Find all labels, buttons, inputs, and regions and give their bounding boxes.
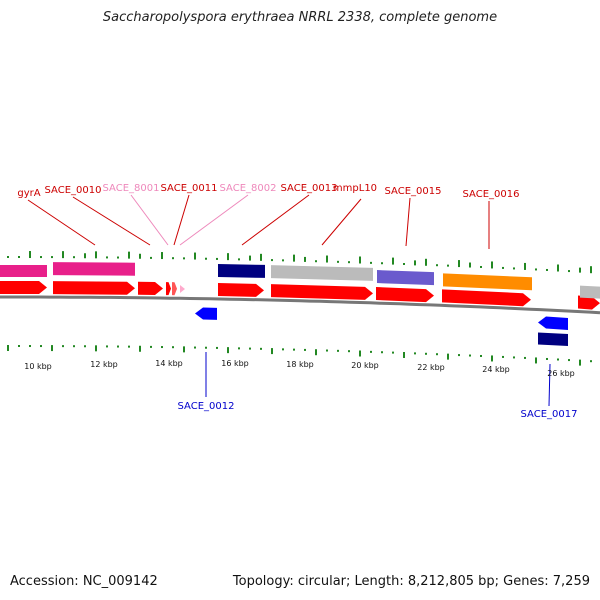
features [0,262,600,347]
gene-label: SACE_0010 [45,185,102,196]
cds-forward [442,289,531,307]
gene-label: SACE_0013 [281,183,338,194]
axis-tick-label: 12 kbp [90,360,118,369]
feature-block [53,262,135,276]
label-leader-line [405,197,411,247]
label-lines [27,194,551,407]
map-title: Saccharopolyspora erythraea NRRL 2338, c… [102,10,498,25]
backbone [0,295,600,315]
axis-tick-label: 24 kbp [482,365,510,374]
gene-label: SACE_0011 [161,183,218,194]
axis-tick-label: 26 kbp [547,369,575,378]
cds-forward [271,284,373,300]
feature-block [218,263,265,278]
cds-forward [53,281,135,295]
label-leader-line [179,194,249,246]
label-leader-line [173,194,190,246]
axis-tick-label: 14 kbp [155,359,183,368]
cds-forward [166,282,171,296]
cds-reverse [538,316,568,331]
axis-tick-label: 10 kbp [24,362,52,371]
backbone-line [0,295,600,315]
gene-label: SACE_0012 [178,401,235,412]
axis-tick-label: 22 kbp [417,363,445,372]
feature-block [538,332,568,347]
cds-reverse [195,307,217,320]
label-leader-line [321,198,362,246]
gene-label: SACE_8002 [220,183,277,194]
topology-summary: Topology: circular; Length: 8,212,805 bp… [232,574,590,589]
gene-label: SACE_0017 [521,409,578,420]
gene-label: SACE_8001 [103,183,160,194]
feature-block [443,273,532,291]
feature-block [0,265,47,278]
axis-tick-label: 16 kbp [221,359,249,368]
gene-labels: gyrA SACE_0010 SACE_8001 SACE_0011 SACE_8002… [17,183,577,420]
label-leader-line [548,363,551,407]
cds-forward [172,282,177,296]
cds-forward [138,281,163,296]
feature-block [271,265,373,281]
feature-block [580,285,600,299]
accession-text: Accession: NC_009142 [10,574,158,589]
feature-block [377,270,434,286]
position-axis: 10 kbp 12 kbp 14 kbp 16 kbp 18 kbp 20 kbp 22 k… [24,359,575,378]
gc-ticks [7,251,592,366]
cds-forward [578,295,600,310]
label-leader-line [130,194,169,246]
gene-label: mmpL10 [333,183,377,194]
label-leader-line [27,199,96,246]
cds-forward [376,287,434,303]
rna-feature [180,285,185,293]
gene-label: SACE_0016 [463,189,520,200]
cds-forward [0,281,47,295]
label-leader-line [72,196,151,246]
gene-label: gyrA [17,188,40,199]
cds-forward [218,282,264,297]
gene-label: SACE_0015 [385,186,442,197]
label-leader-line [241,194,310,246]
axis-tick-label: 18 kbp [286,360,314,369]
axis-tick-label: 20 kbp [351,361,379,370]
